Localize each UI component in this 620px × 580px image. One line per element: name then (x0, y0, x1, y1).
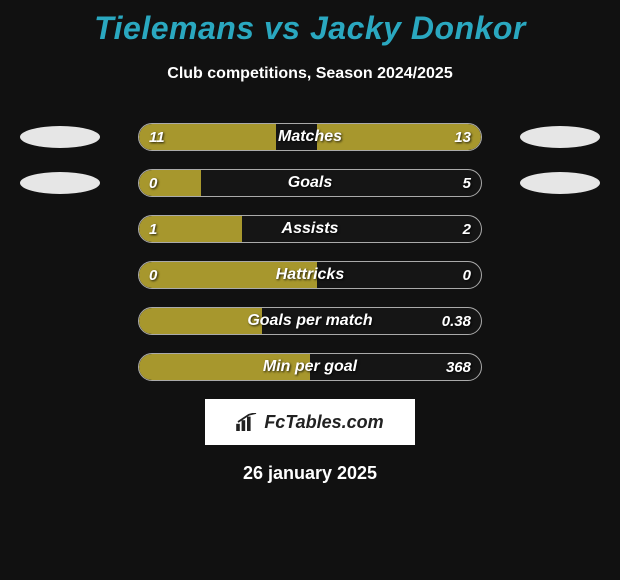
bar-value-left: 0 (149, 170, 157, 196)
chart-icon (236, 413, 258, 431)
subtitle: Club competitions, Season 2024/2025 (0, 65, 620, 83)
bar-value-right: 13 (454, 124, 471, 150)
bar-row: 368Min per goal (138, 353, 482, 381)
page-title: Tielemans vs Jacky Donkor (0, 0, 620, 47)
bar-value-left: 0 (149, 262, 157, 288)
player-left-marker (20, 126, 100, 148)
bar-row: 0.38Goals per match (138, 307, 482, 335)
comparison-chart: 1113Matches05Goals12Assists00Hattricks0.… (0, 123, 620, 381)
bar-value-left: 1 (149, 216, 157, 242)
bar-value-right: 0 (463, 262, 471, 288)
bar-row: 00Hattricks (138, 261, 482, 289)
logo-text: FcTables.com (264, 412, 383, 433)
bar-row: 05Goals (138, 169, 482, 197)
bar-left-fill (139, 308, 262, 334)
bar-value-right: 0.38 (442, 308, 471, 334)
bar-value-right: 5 (463, 170, 471, 196)
bar-value-left: 11 (149, 124, 165, 150)
bar-value-right: 2 (463, 216, 471, 242)
bar-left-fill (139, 262, 317, 288)
bar-row: 12Assists (138, 215, 482, 243)
logo-box: FcTables.com (205, 399, 415, 445)
bar-value-right: 368 (446, 354, 471, 380)
bar-row: 1113Matches (138, 123, 482, 151)
player-left-marker (20, 172, 100, 194)
player-right-marker (520, 126, 600, 148)
bar-left-fill (139, 354, 310, 380)
player-right-marker (520, 172, 600, 194)
date-text: 26 january 2025 (0, 463, 620, 484)
